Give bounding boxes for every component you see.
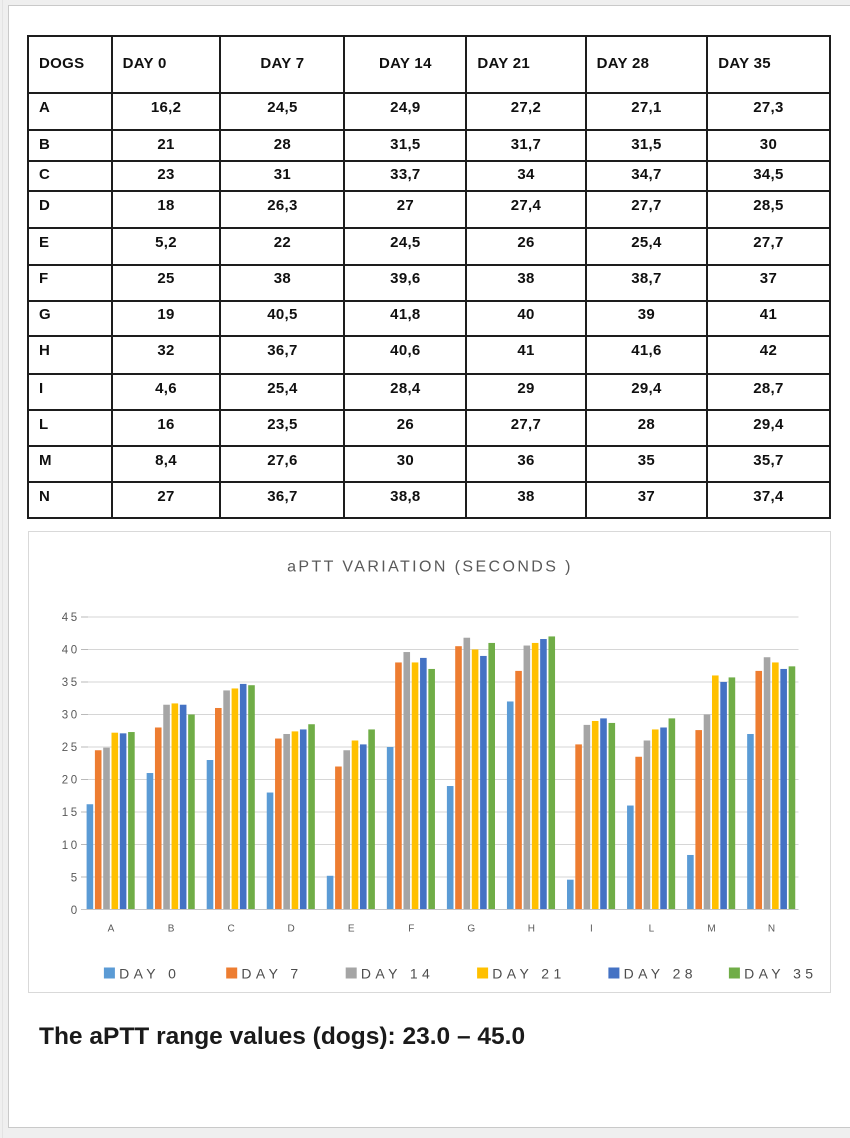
- svg-text:I: I: [590, 924, 593, 935]
- svg-text:M: M: [707, 924, 715, 935]
- svg-text:F: F: [408, 924, 414, 935]
- svg-text:DAY 0: DAY 0: [119, 966, 180, 982]
- svg-text:DAY 35: DAY 35: [744, 966, 817, 982]
- svg-text:20: 20: [62, 775, 80, 787]
- svg-text:0: 0: [71, 905, 80, 917]
- svg-text:15: 15: [62, 807, 80, 819]
- svg-text:DAY 14: DAY 14: [361, 966, 434, 982]
- svg-text:DAY 7: DAY 7: [241, 966, 302, 982]
- svg-text:35: 35: [62, 677, 80, 689]
- svg-text:L: L: [649, 924, 655, 935]
- svg-text:H: H: [528, 924, 535, 935]
- svg-text:30: 30: [62, 710, 80, 722]
- svg-text:A: A: [108, 924, 115, 935]
- svg-text:B: B: [168, 924, 175, 935]
- svg-text:C: C: [227, 924, 234, 935]
- svg-text:5: 5: [71, 872, 80, 884]
- svg-text:E: E: [348, 924, 355, 935]
- svg-text:45: 45: [62, 612, 80, 624]
- svg-text:N: N: [768, 924, 775, 935]
- svg-text:40: 40: [62, 645, 80, 657]
- svg-text:D: D: [288, 924, 295, 935]
- svg-text:DAY 28: DAY 28: [624, 966, 697, 982]
- svg-text:25: 25: [62, 742, 80, 754]
- svg-text:G: G: [467, 924, 475, 935]
- svg-text:aPTT VARIATION (SECONDS ): aPTT VARIATION (SECONDS ): [287, 559, 573, 576]
- svg-text:10: 10: [62, 840, 80, 852]
- svg-text:DAY 21: DAY 21: [492, 966, 565, 982]
